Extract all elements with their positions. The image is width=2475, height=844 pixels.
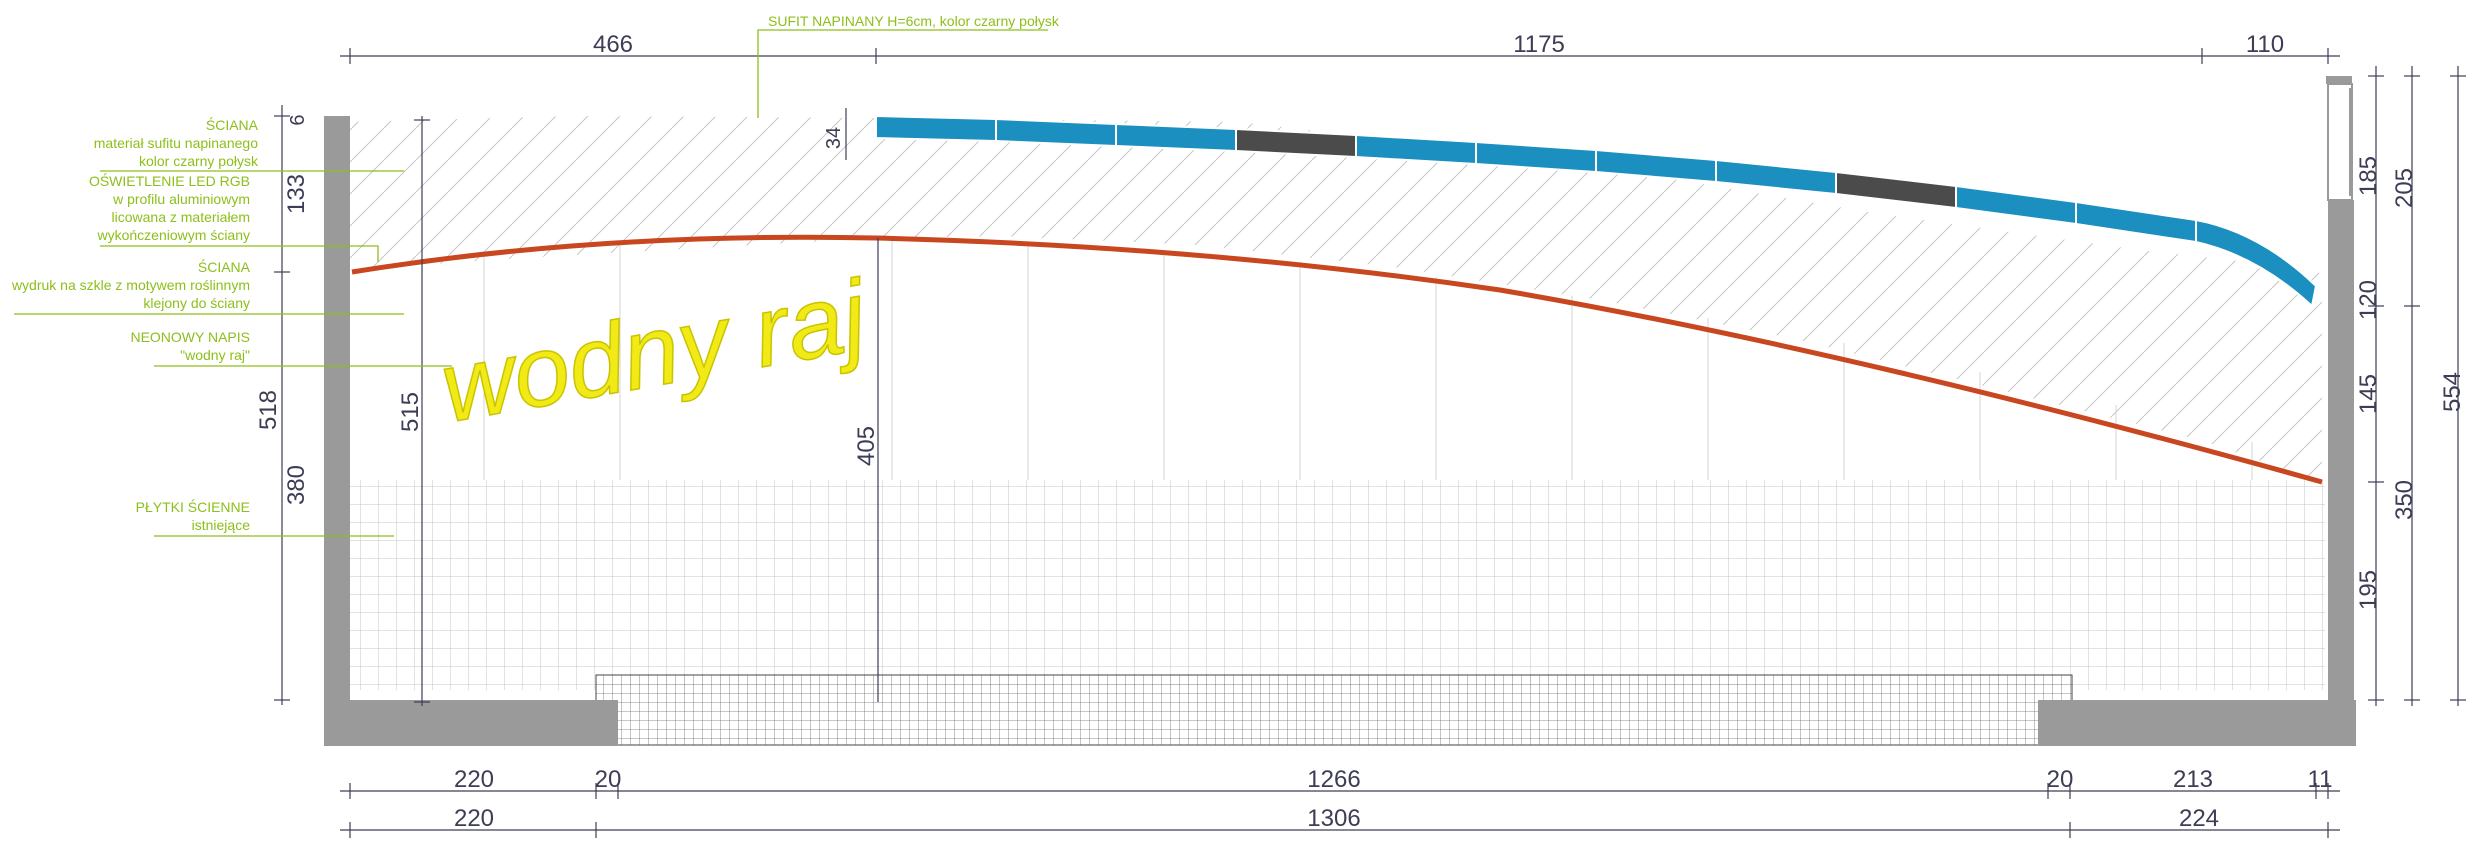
dim-right-120: 120 [2355, 280, 2382, 320]
label-led-line4: wykończeniowym ściany [97, 227, 251, 243]
dim-right-554: 554 [2439, 372, 2466, 412]
floor-tiles [596, 675, 2072, 745]
label-wall1-line1: materiał sufitu napinanego [94, 135, 258, 151]
label-led-line1: OŚWIETLENIE LED RGB [89, 172, 250, 189]
label-wall2-line2: klejony do ściany [143, 295, 250, 311]
dim-right-145: 145 [2355, 374, 2382, 414]
label-tiles-title: PŁYTKI ŚCIENNE [136, 498, 250, 515]
dim-right-195: 195 [2355, 570, 2382, 610]
dimensions [274, 48, 2466, 838]
dim-bottom1-11: 11 [2308, 766, 2333, 793]
label-neon-value: "wodny raj" [180, 347, 250, 363]
dim-mid-405: 405 [853, 426, 880, 466]
dim-inner-515: 515 [397, 392, 424, 432]
neon-sign-text: wodny raj [433, 259, 877, 444]
dim-bottom1-213: 213 [2173, 766, 2213, 793]
wall-panel-lines [483, 240, 2253, 480]
stretch-ceiling [875, 114, 2318, 308]
structure-walls [324, 76, 2356, 746]
label-wall2-line1: wydruk na szkle z motywem roślinnym [11, 277, 250, 293]
dim-right-205: 205 [2391, 168, 2418, 208]
dim-bottom1-20a: 20 [595, 766, 622, 793]
dim-left-380: 380 [283, 465, 310, 505]
dim-right-350: 350 [2391, 480, 2418, 520]
label-wall1-line2: kolor czarny połysk [139, 153, 259, 169]
dim-bottom2-1306: 1306 [1307, 805, 1360, 832]
dim-bottom1-1266: 1266 [1307, 766, 1360, 793]
dim-right-185: 185 [2355, 156, 2382, 196]
label-neon-title: NEONOWY NAPIS [130, 329, 250, 345]
dim-bottom2-220: 220 [454, 805, 494, 832]
dim-top-110: 110 [2246, 31, 2284, 58]
dim-left-518: 518 [255, 390, 282, 430]
label-led-line2: w profilu aluminiowym [112, 191, 250, 207]
dim-left-6: 6 [287, 114, 309, 125]
led-rgb-line [351, 234, 2323, 485]
dim-mid-34: 34 [823, 127, 845, 149]
dim-top-1175: 1175 [1513, 31, 1565, 58]
dim-bottom1-220: 220 [454, 766, 494, 793]
wall-tiles [350, 480, 2325, 690]
label-led-line3: licowana z materiałem [112, 209, 251, 225]
label-ceiling-note: SUFIT NAPINANY H=6cm, kolor czarny połys… [768, 13, 1060, 29]
dim-left-133: 133 [283, 174, 310, 214]
dim-bottom1-20b: 20 [2047, 766, 2074, 793]
label-tiles-value: istniejące [192, 517, 251, 533]
leader-lines [14, 29, 1048, 537]
dim-bottom2-224: 224 [2179, 805, 2219, 832]
label-wall2-title: ŚCIANA [198, 258, 251, 275]
dim-top-466: 466 [593, 31, 633, 58]
label-wall1-title: ŚCIANA [206, 116, 259, 133]
